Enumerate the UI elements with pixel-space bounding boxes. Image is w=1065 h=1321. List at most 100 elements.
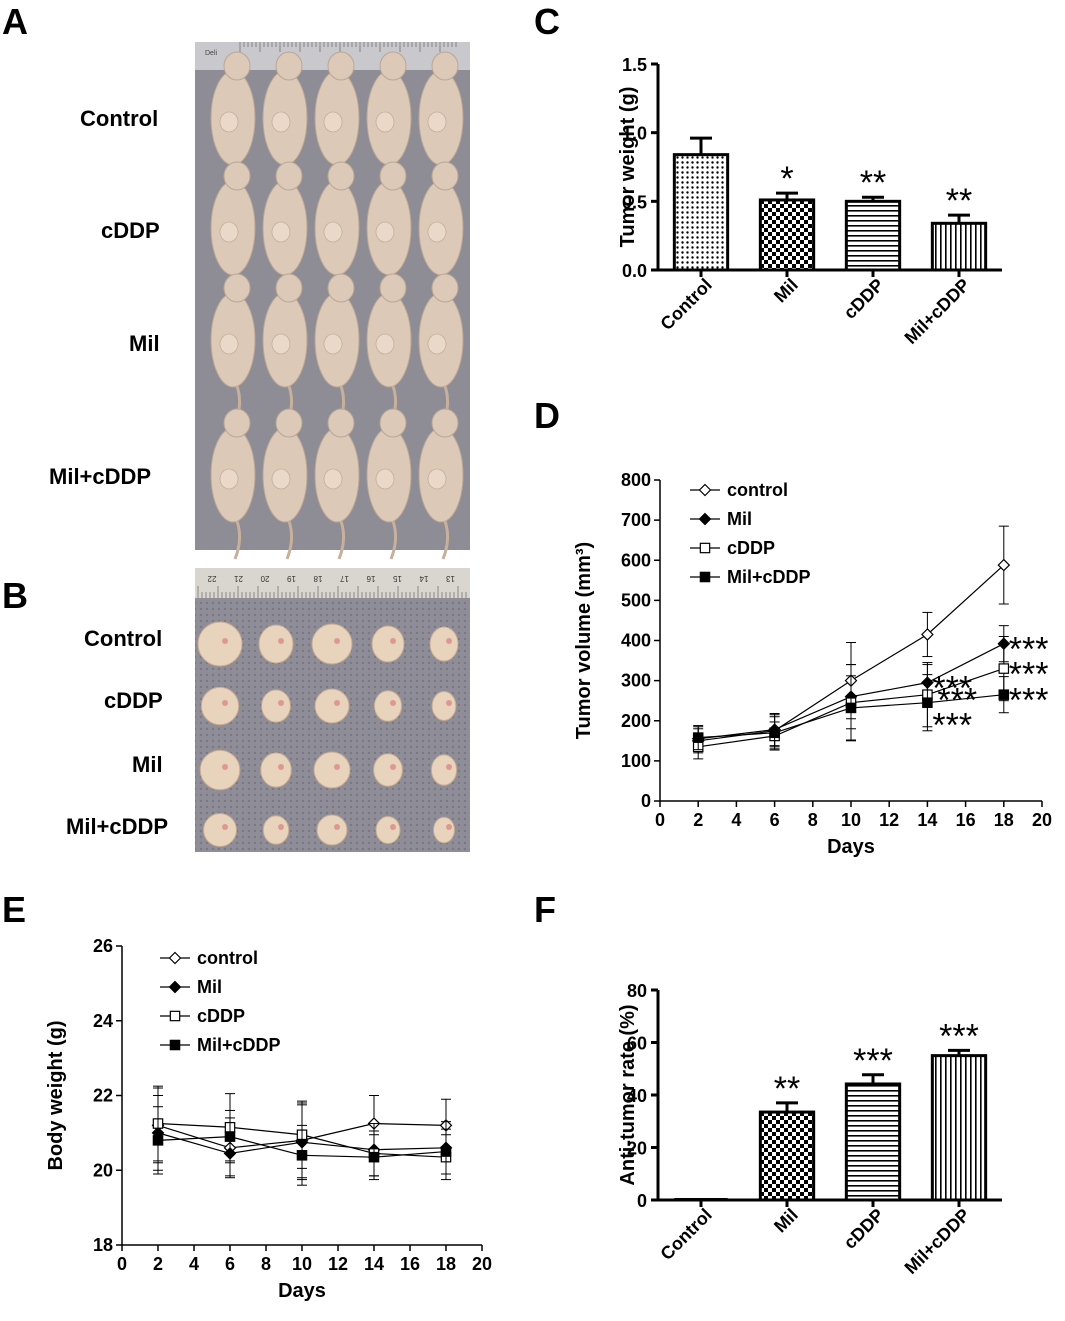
mouse-head bbox=[431, 161, 459, 191]
mouse-head bbox=[223, 161, 251, 191]
mouse bbox=[366, 273, 412, 425]
marker bbox=[998, 663, 1010, 674]
ruler-ticks-b bbox=[197, 586, 467, 598]
photo-b-row-label-control: Control bbox=[84, 626, 162, 651]
mouse-tumor bbox=[271, 111, 291, 133]
tumor-spot bbox=[278, 638, 284, 644]
tumor bbox=[197, 621, 243, 667]
photo-a-row-label-mil-cddp: Mil+cDDP bbox=[49, 464, 151, 489]
y-tick-label: 800 bbox=[621, 470, 651, 490]
y-tick-label: 500 bbox=[621, 590, 651, 610]
marker bbox=[169, 1039, 181, 1051]
marker bbox=[168, 951, 182, 965]
tumor-spot bbox=[446, 824, 452, 830]
bar bbox=[844, 1082, 902, 1202]
marker bbox=[152, 1135, 164, 1146]
marker bbox=[692, 732, 704, 743]
tumor-spot bbox=[446, 700, 452, 706]
marker bbox=[997, 558, 1011, 572]
marker bbox=[440, 1146, 452, 1157]
tumor-spot bbox=[390, 764, 396, 770]
x-axis-title: Days bbox=[278, 1280, 326, 1302]
mouse-head bbox=[379, 408, 407, 438]
y-tick-label: 700 bbox=[621, 510, 651, 530]
ruler-number: 13 bbox=[446, 574, 455, 583]
tumor-spot bbox=[334, 764, 340, 770]
panel-letter-b: B bbox=[2, 575, 28, 616]
bar bbox=[930, 221, 988, 272]
tumor-spot bbox=[390, 824, 396, 830]
legend-label: cDDP bbox=[197, 1006, 245, 1026]
tumor bbox=[199, 749, 241, 791]
tumor-spot bbox=[334, 638, 340, 644]
marker bbox=[699, 542, 711, 554]
y-tick-label: 26 bbox=[93, 936, 113, 956]
tumor-spot bbox=[278, 764, 284, 770]
y-tick-label: 100 bbox=[621, 751, 651, 771]
mouse-tumor bbox=[219, 221, 239, 243]
tumor bbox=[311, 623, 353, 665]
mouse-head bbox=[275, 161, 303, 191]
tumor bbox=[200, 686, 240, 726]
y-tick-label: 1.5 bbox=[622, 55, 647, 75]
mouse-tail bbox=[233, 520, 242, 560]
x-tick-label: 16 bbox=[956, 810, 976, 830]
mouse-tail bbox=[441, 520, 450, 560]
mouse-tumor bbox=[271, 221, 291, 243]
tumor-spot bbox=[334, 700, 340, 706]
bar bbox=[672, 153, 730, 272]
x-tick-label: 0 bbox=[655, 810, 665, 830]
mouse-head bbox=[327, 161, 355, 191]
x-tick-label: 12 bbox=[328, 1254, 348, 1274]
mouse-tumor bbox=[323, 333, 343, 355]
mouse bbox=[210, 161, 256, 313]
mouse-head bbox=[223, 273, 251, 303]
mouse-tumor bbox=[323, 468, 343, 490]
y-tick-label: 24 bbox=[93, 1011, 113, 1031]
mouse-tumor bbox=[271, 468, 291, 490]
significance-label: *** bbox=[853, 1042, 893, 1080]
x-tick-label: cDDP bbox=[840, 1205, 888, 1253]
mouse-tumor bbox=[219, 333, 239, 355]
x-tick-label: 14 bbox=[364, 1254, 384, 1274]
mouse-tumor bbox=[375, 333, 395, 355]
ruler-number: 17 bbox=[340, 574, 349, 583]
ruler-number: 20 bbox=[260, 574, 269, 583]
marker bbox=[698, 483, 712, 497]
significance-label: ** bbox=[946, 182, 972, 220]
tumor-spot bbox=[446, 764, 452, 770]
y-tick-label: 80 bbox=[627, 981, 647, 1001]
legend-label: Mil bbox=[727, 509, 752, 529]
mouse-head bbox=[275, 273, 303, 303]
tumor bbox=[260, 752, 292, 788]
mouse-tumor bbox=[323, 111, 343, 133]
x-tick-label: 14 bbox=[917, 810, 937, 830]
ruler-number: 19 bbox=[287, 574, 296, 583]
mouse-tail bbox=[285, 520, 294, 560]
mouse bbox=[366, 408, 412, 560]
x-tick-label: 12 bbox=[879, 810, 899, 830]
mice-group bbox=[210, 51, 464, 560]
y-tick-label: 400 bbox=[621, 631, 651, 651]
panel-letter-e: E bbox=[2, 889, 26, 930]
mouse-head bbox=[431, 51, 459, 81]
mouse bbox=[210, 273, 256, 425]
significance-label: *** bbox=[937, 682, 977, 720]
panel-letter-c: C bbox=[534, 1, 560, 42]
y-axis-title: Tumor volume (mm³) bbox=[573, 542, 595, 739]
bar bbox=[758, 198, 816, 272]
y-tick-label: 0 bbox=[637, 1191, 647, 1211]
significance-label: * bbox=[780, 160, 793, 198]
photo-tumors-panel: 22 21 20 19 18 17 16 15 14 13 bbox=[195, 568, 470, 852]
mouse-tumor bbox=[427, 468, 447, 490]
x-tick-label: 4 bbox=[189, 1254, 199, 1274]
marker bbox=[224, 1131, 236, 1142]
mouse-head bbox=[431, 273, 459, 303]
y-axis-title: Body weight (g) bbox=[45, 1021, 67, 1171]
tumor-spot bbox=[222, 824, 228, 830]
legend-label: control bbox=[727, 480, 788, 500]
mouse bbox=[262, 408, 308, 560]
x-tick-label: 2 bbox=[693, 810, 703, 830]
marker bbox=[296, 1150, 308, 1161]
